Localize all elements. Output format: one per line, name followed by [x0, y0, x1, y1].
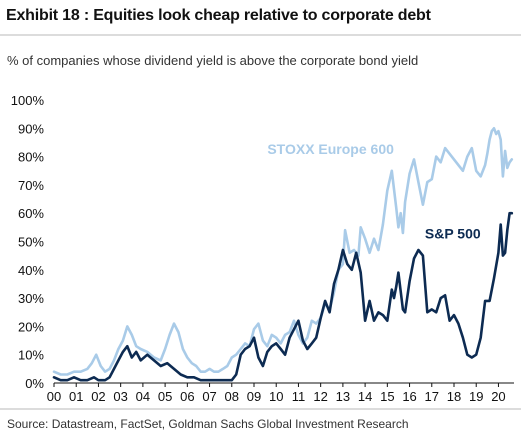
x-tick-label: 10 [269, 389, 283, 404]
y-tick-label: 40% [18, 263, 44, 278]
sp-500-line [52, 211, 514, 382]
x-tick-label: 18 [447, 389, 461, 404]
series-labels: STOXX Europe 600 S&P 500 [267, 141, 481, 242]
x-tick-label: 09 [247, 389, 261, 404]
y-tick-label: 30% [18, 291, 44, 306]
y-tick-label: 80% [18, 150, 44, 165]
stoxx-europe-600-label: STOXX Europe 600 [267, 141, 394, 157]
x-tick-label: 19 [469, 389, 483, 404]
y-tick-label: 0% [25, 376, 44, 391]
y-axis: 0% 10% 20% 30% 40% 50% 60% 70% 80% 90% 100% [11, 93, 45, 391]
source-note: Source: Datastream, FactSet, Goldman Sac… [7, 417, 409, 431]
y-tick-label: 60% [18, 206, 44, 221]
x-tick-label: 12 [313, 389, 327, 404]
y-tick-label: 20% [18, 319, 44, 334]
chart-subtitle: % of companies whose dividend yield is a… [7, 53, 419, 68]
y-tick-label: 100% [11, 93, 45, 108]
x-tick-label: 14 [358, 389, 372, 404]
y-tick-label: 50% [18, 235, 44, 250]
x-tick-label: 20 [491, 389, 505, 404]
x-axis: 00 01 02 03 04 05 06 07 08 09 10 11 12 13 14 15 16 17 18 19… [47, 382, 514, 404]
x-tick-label: 07 [202, 389, 216, 404]
x-tick-label: 17 [425, 389, 439, 404]
x-tick-label: 16 [402, 389, 416, 404]
x-tick-label: 15 [380, 389, 394, 404]
x-tick-label: 05 [158, 389, 172, 404]
y-tick-label: 70% [18, 178, 44, 193]
stoxx-europe-600-line [52, 127, 514, 376]
x-tick-label: 01 [69, 389, 83, 404]
x-tick-label: 04 [136, 389, 150, 404]
plot-area [52, 127, 514, 382]
x-tick-label: 11 [292, 389, 306, 404]
x-tick-label: 02 [91, 389, 105, 404]
exhibit-title: Exhibit 18 : Equities look cheap relativ… [6, 7, 431, 24]
x-tick-label: 03 [113, 389, 127, 404]
x-tick-label: 06 [180, 389, 194, 404]
x-tick-label: 08 [225, 389, 239, 404]
y-tick-label: 10% [18, 348, 44, 363]
x-tick-label: 00 [47, 389, 61, 404]
sp-500-label: S&P 500 [425, 226, 481, 242]
y-tick-label: 90% [18, 121, 44, 136]
x-tick-label: 13 [336, 389, 350, 404]
